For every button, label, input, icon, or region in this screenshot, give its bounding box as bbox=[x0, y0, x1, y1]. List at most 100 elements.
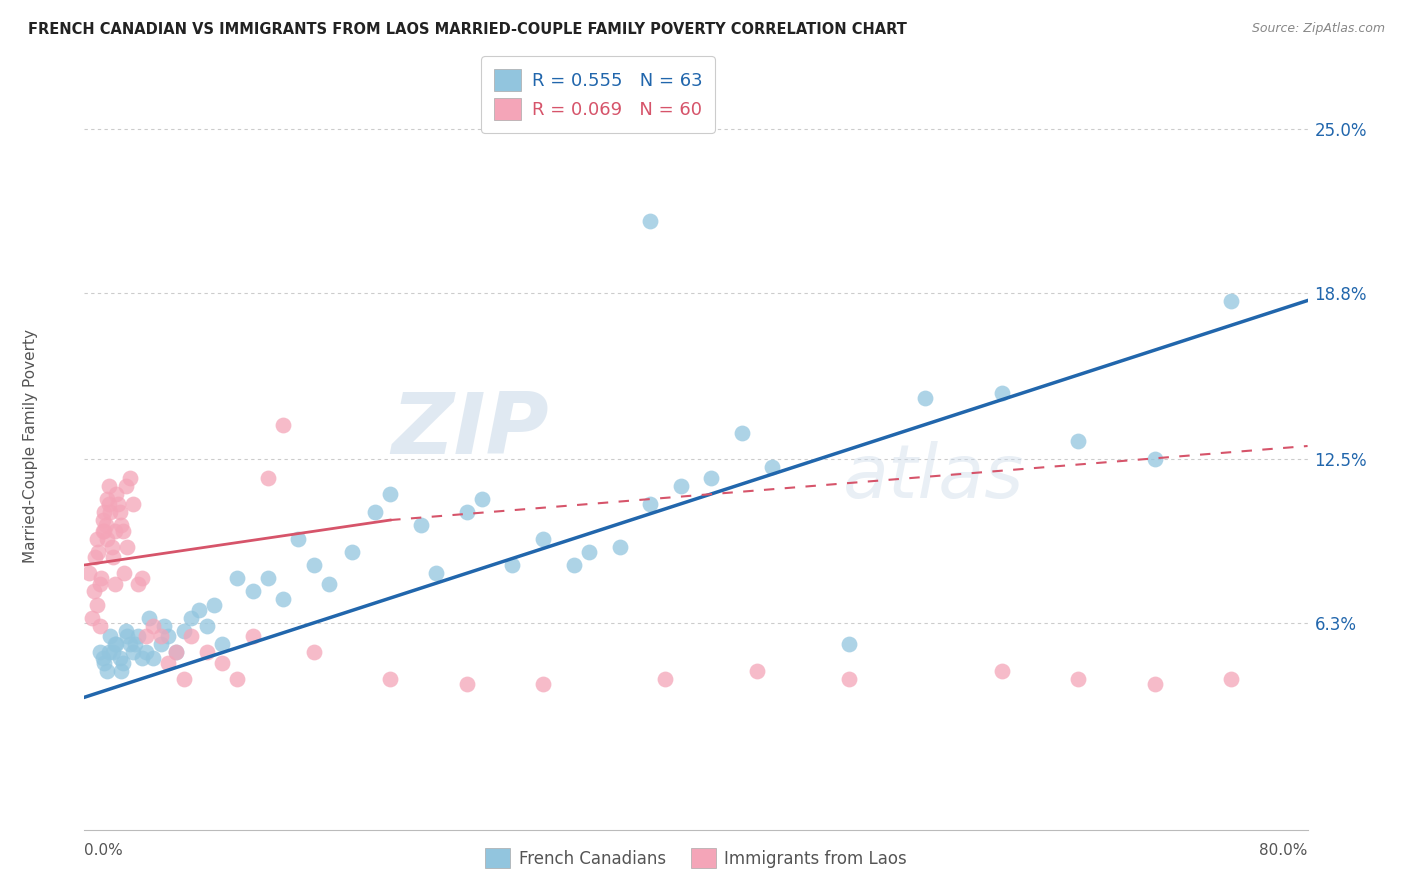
Point bbox=[142, 650, 165, 665]
Point bbox=[157, 656, 180, 670]
Point bbox=[108, 505, 131, 519]
Point bbox=[131, 571, 153, 585]
Point bbox=[112, 566, 135, 580]
Point bbox=[127, 576, 149, 591]
Point bbox=[90, 571, 112, 585]
Point bbox=[89, 619, 111, 633]
Point bbox=[98, 505, 121, 519]
Point bbox=[93, 505, 115, 519]
Point bbox=[226, 672, 249, 686]
Point bbox=[287, 532, 309, 546]
Point bbox=[242, 630, 264, 644]
Point bbox=[340, 545, 363, 559]
Point bbox=[114, 478, 136, 492]
Text: 80.0%: 80.0% bbox=[1260, 843, 1308, 858]
Point bbox=[91, 650, 114, 665]
Point bbox=[531, 532, 554, 546]
Point bbox=[1220, 293, 1243, 308]
Point bbox=[638, 214, 661, 228]
Point bbox=[914, 392, 936, 406]
Point bbox=[103, 550, 125, 565]
Point bbox=[149, 630, 172, 644]
Point bbox=[195, 619, 218, 633]
Point bbox=[91, 513, 114, 527]
Point bbox=[105, 486, 128, 500]
Point bbox=[96, 491, 118, 506]
Point bbox=[202, 598, 225, 612]
Point bbox=[456, 505, 478, 519]
Point bbox=[731, 425, 754, 440]
Point bbox=[87, 545, 110, 559]
Point bbox=[471, 491, 494, 506]
Point bbox=[1143, 677, 1166, 691]
Point bbox=[838, 637, 860, 651]
Point bbox=[86, 532, 108, 546]
Point bbox=[127, 630, 149, 644]
Text: atlas: atlas bbox=[842, 441, 1024, 513]
Point bbox=[93, 524, 115, 538]
Point bbox=[138, 611, 160, 625]
Point bbox=[173, 672, 195, 686]
Point bbox=[1220, 672, 1243, 686]
Point bbox=[97, 497, 120, 511]
Point bbox=[97, 478, 120, 492]
Point bbox=[101, 540, 124, 554]
Point bbox=[747, 664, 769, 678]
Point bbox=[211, 656, 233, 670]
Point bbox=[609, 540, 631, 554]
Point bbox=[111, 524, 134, 538]
Point bbox=[94, 518, 117, 533]
Point bbox=[120, 637, 142, 651]
Point bbox=[77, 566, 100, 580]
Point bbox=[93, 656, 115, 670]
Point bbox=[1143, 452, 1166, 467]
Point bbox=[502, 558, 524, 572]
Point bbox=[364, 505, 387, 519]
Point bbox=[103, 645, 125, 659]
Point bbox=[122, 645, 145, 659]
Point bbox=[89, 576, 111, 591]
Point bbox=[86, 598, 108, 612]
Point bbox=[271, 592, 294, 607]
Point bbox=[188, 603, 211, 617]
Point bbox=[380, 486, 402, 500]
Point bbox=[654, 672, 676, 686]
Point bbox=[114, 624, 136, 639]
Point bbox=[271, 417, 294, 432]
Point bbox=[165, 645, 187, 659]
Point bbox=[180, 630, 202, 644]
Point bbox=[84, 550, 107, 565]
Text: Married-Couple Family Poverty: Married-Couple Family Poverty bbox=[24, 329, 38, 563]
Point bbox=[257, 471, 280, 485]
Point bbox=[104, 576, 127, 591]
Point bbox=[153, 619, 176, 633]
Point bbox=[195, 645, 218, 659]
Point bbox=[456, 677, 478, 691]
Point bbox=[700, 471, 723, 485]
Text: ZIP: ZIP bbox=[391, 389, 550, 472]
Point bbox=[104, 524, 127, 538]
Point bbox=[110, 664, 132, 678]
Point bbox=[120, 471, 142, 485]
Point bbox=[157, 630, 180, 644]
Point bbox=[110, 518, 132, 533]
Point bbox=[96, 664, 118, 678]
Point bbox=[105, 637, 128, 651]
Point bbox=[97, 645, 120, 659]
Point bbox=[104, 637, 127, 651]
Point bbox=[115, 540, 138, 554]
Point bbox=[761, 460, 783, 475]
Point bbox=[98, 630, 121, 644]
Point bbox=[531, 677, 554, 691]
Point bbox=[302, 558, 325, 572]
Point bbox=[638, 497, 661, 511]
Point bbox=[1067, 434, 1090, 448]
Point bbox=[991, 386, 1014, 401]
Point bbox=[165, 645, 187, 659]
Point bbox=[135, 630, 157, 644]
Point bbox=[669, 478, 692, 492]
Point bbox=[89, 645, 111, 659]
Point bbox=[115, 630, 138, 644]
Point bbox=[91, 524, 114, 538]
Point bbox=[380, 672, 402, 686]
